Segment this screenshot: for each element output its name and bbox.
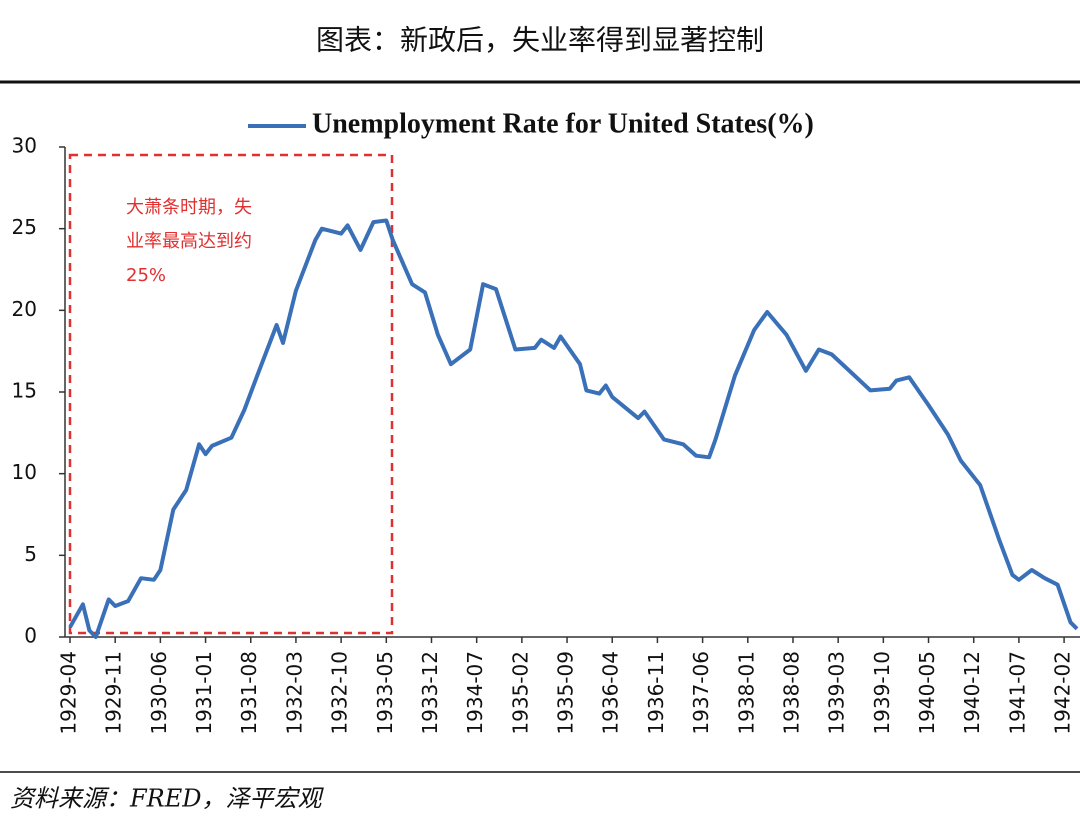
x-tick-label: 1938-01 [734, 651, 758, 735]
annotation-box [68, 153, 394, 635]
x-tick-label: 1942-02 [1051, 651, 1075, 735]
x-tick-label: 1940-12 [960, 651, 984, 735]
x-tick-label: 1936-11 [644, 651, 668, 735]
x-tick-label: 1939-10 [870, 651, 894, 735]
x-tick-label: 1932-03 [282, 651, 306, 735]
x-tick-label: 1940-05 [915, 651, 939, 735]
x-tick-label: 1935-09 [554, 651, 578, 735]
y-tick-label: 0 [24, 624, 37, 648]
y-tick-label: 25 [12, 215, 37, 239]
x-tick-label: 1929-04 [57, 651, 81, 735]
x-tick-label: 1936-04 [599, 651, 623, 735]
x-tick-label: 1932-10 [328, 651, 352, 735]
x-tick-label: 1934-07 [463, 651, 487, 735]
legend-label: Unemployment Rate for United States(%) [312, 108, 814, 139]
source-note: 资料来源：FRED，泽平宏观 [10, 785, 324, 813]
x-tick-label: 1933-12 [418, 651, 442, 735]
annotation-text: 业率最高达到约 [126, 231, 252, 252]
y-tick-label: 10 [12, 460, 37, 484]
y-tick-label: 30 [12, 134, 37, 158]
annotation-text: 大萧条时期，失 [126, 197, 252, 218]
x-tick-label: 1937-06 [689, 651, 713, 735]
x-tick-label: 1933-05 [373, 651, 397, 735]
x-tick-label: 1931-08 [237, 651, 261, 735]
y-tick-label: 5 [24, 542, 37, 566]
x-tick-label: 1935-02 [508, 651, 532, 735]
y-tick-label: 20 [12, 297, 37, 321]
x-tick-label: 1939-03 [825, 651, 849, 735]
series-line [68, 218, 1079, 639]
y-tick-label: 15 [12, 379, 37, 403]
x-tick-label: 1930-06 [147, 651, 171, 735]
x-tick-label: 1931-01 [192, 651, 216, 735]
x-tick-label: 1938-08 [779, 651, 803, 735]
annotation-text: 25% [126, 265, 166, 286]
chart-title: 图表：新政后，失业率得到显著控制 [316, 24, 764, 57]
x-tick-label: 1941-07 [1005, 651, 1029, 735]
x-tick-label: 1929-11 [102, 651, 126, 735]
